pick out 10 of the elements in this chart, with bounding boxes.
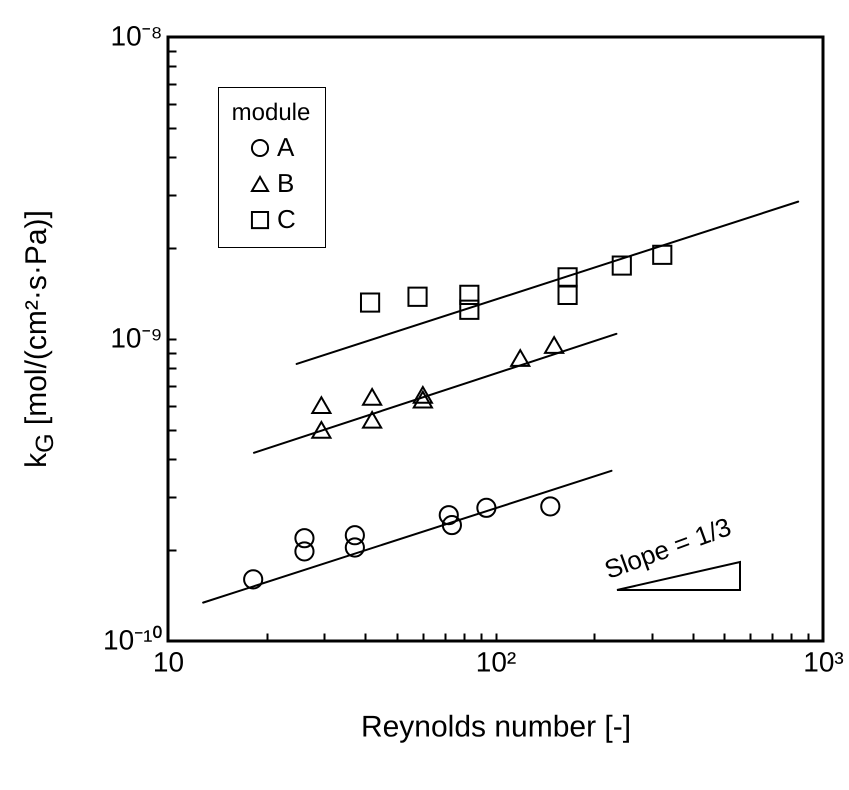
- x-tick-label: 10²: [476, 646, 516, 678]
- legend-label: A: [277, 132, 295, 162]
- y-tick-label: 10⁻⁹: [110, 322, 162, 354]
- x-tick-label: 10³: [803, 646, 844, 678]
- legend-title: module: [232, 99, 310, 126]
- annotation: Slope = 1/3: [600, 511, 735, 585]
- legend-label: B: [277, 168, 294, 198]
- y-tick-label: 10⁻⁸: [110, 20, 162, 52]
- legend-label: C: [277, 204, 296, 234]
- x-axis-title: Reynolds number [-]: [360, 710, 632, 744]
